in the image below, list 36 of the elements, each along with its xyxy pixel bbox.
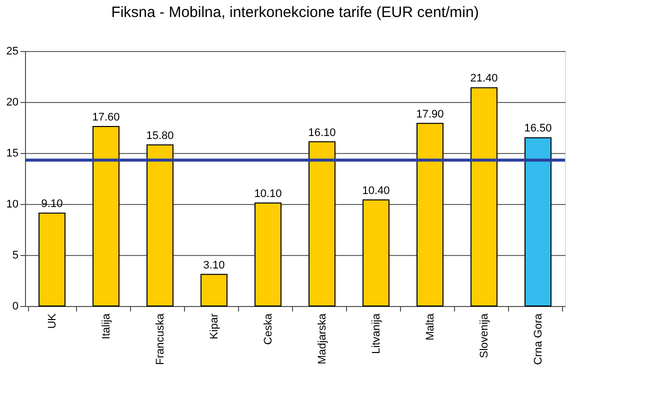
data-label: 15.80 — [146, 130, 174, 142]
bar — [254, 202, 282, 306]
x-tick-label: Malta — [424, 312, 436, 340]
bar — [524, 137, 552, 306]
data-label: 17.60 — [92, 111, 120, 124]
data-label: 16.10 — [308, 126, 336, 139]
x-tick-label: Slovenija — [478, 312, 490, 358]
bar — [470, 87, 498, 306]
x-tick-label: Italija — [100, 312, 112, 340]
data-label: 10.40 — [362, 184, 390, 197]
x-tick-label: Litvanija — [370, 312, 382, 354]
y-tick-label: 10 — [6, 198, 18, 210]
data-label: 3.10 — [203, 259, 225, 272]
data-label: 21.40 — [470, 72, 498, 85]
bar — [308, 141, 336, 306]
y-tick-label: 20 — [6, 96, 18, 108]
bar — [92, 126, 120, 306]
data-label: 16.50 — [524, 122, 552, 135]
x-tick-label: Crna Gora — [532, 312, 544, 365]
x-tick-label: UK — [46, 312, 58, 329]
y-tick-label: 5 — [12, 250, 18, 262]
bar — [38, 212, 66, 306]
bar — [200, 274, 228, 306]
y-tick-label: 25 — [6, 46, 18, 58]
data-label: 17.90 — [416, 108, 444, 120]
y-tick-label: 0 — [12, 300, 18, 312]
chart-title: Fiksna - Mobilna, interkonekcione tarife (EUR cent/min) — [111, 4, 479, 21]
data-label: 10.10 — [254, 188, 282, 200]
y-tick-label: 15 — [6, 148, 18, 160]
x-tick-label: Ceska — [262, 312, 274, 345]
x-tick-label: Kipar — [208, 313, 220, 340]
bar — [146, 144, 174, 306]
x-tick-label: Madjarska — [316, 312, 328, 364]
bar — [416, 122, 444, 306]
bar — [362, 199, 390, 306]
x-tick-label: Francuska — [154, 312, 166, 365]
